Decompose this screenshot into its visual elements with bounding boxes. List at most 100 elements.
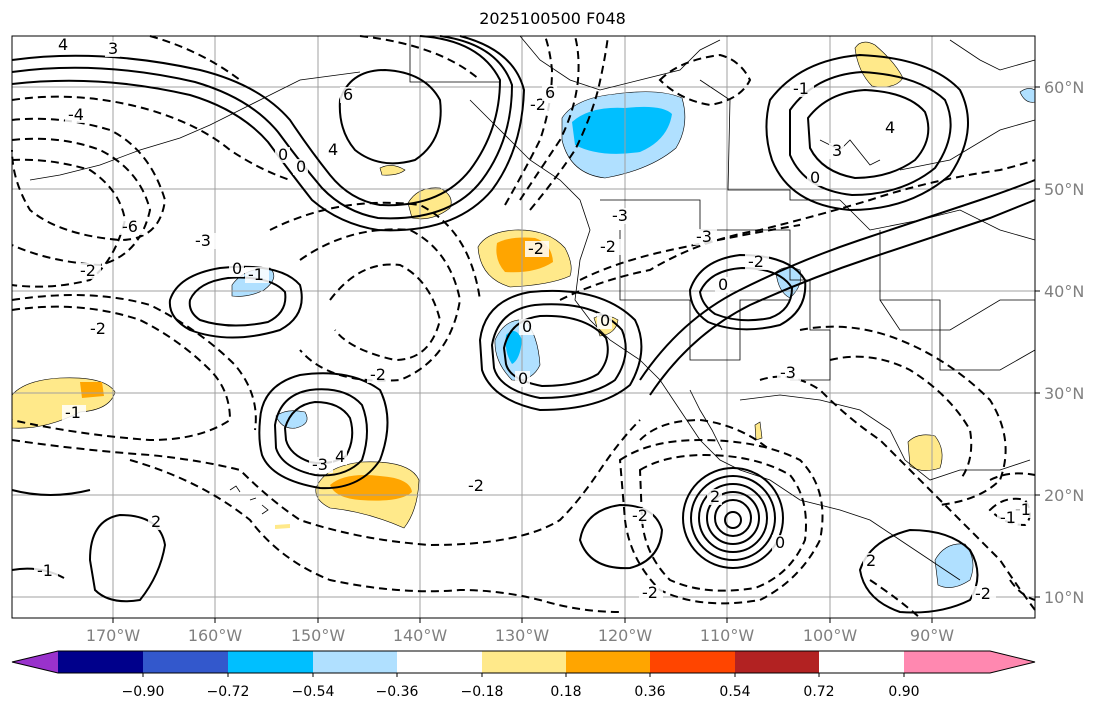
colorbar-tick-label: −0.54 xyxy=(291,684,335,700)
contour-label-bg xyxy=(192,233,216,249)
contour-label-bg xyxy=(34,563,58,579)
contour-label: -3 xyxy=(195,231,211,250)
contour-label-bg xyxy=(829,143,844,159)
contour-label-bg xyxy=(325,142,340,158)
contour-label: 4 xyxy=(885,118,895,137)
contour-label-bg xyxy=(745,254,769,270)
contour-label: 2 xyxy=(151,512,161,531)
contour-label-bg xyxy=(790,81,814,97)
contour-label: -1 xyxy=(248,265,264,284)
colorbar-tick-label: 0.90 xyxy=(888,684,920,700)
longitude-label: 150°W xyxy=(290,626,346,645)
colorbar-tick-label: −0.90 xyxy=(121,684,165,700)
contour-label-bg xyxy=(542,85,557,101)
contour-label-bg xyxy=(87,321,111,337)
latitude-label: 30°N xyxy=(1044,384,1085,403)
negative-shading-core xyxy=(505,331,522,364)
colorbar-swatch xyxy=(58,651,143,673)
contour-label-bg xyxy=(65,107,89,123)
contour-label-bg xyxy=(639,585,663,601)
longitude-label: 160°W xyxy=(187,626,243,645)
colorbar-swatch xyxy=(397,651,482,673)
contour-label: -3 xyxy=(696,227,712,246)
contour-label-bg xyxy=(293,159,308,175)
colorbar-swatch xyxy=(313,651,397,673)
contour-label: 3 xyxy=(108,39,118,58)
contour-label: -3 xyxy=(312,455,328,474)
colorbar-swatch xyxy=(482,651,566,673)
negative-shading-area xyxy=(275,410,308,429)
contour-label-bg xyxy=(597,313,612,329)
low-pressure-rings xyxy=(682,467,784,569)
contour-label: -2 xyxy=(530,95,546,114)
colorbar-swatch xyxy=(228,651,313,673)
contour-label-bg xyxy=(55,37,70,53)
contour-label-bg xyxy=(525,241,549,257)
longitude-label: 130°W xyxy=(494,626,550,645)
colorbar-tick-label: 0.72 xyxy=(803,684,835,700)
contour-label: 0 xyxy=(775,533,785,552)
latitude-label: 10°N xyxy=(1044,588,1085,607)
contour-label-bg xyxy=(340,87,355,103)
contour-label: 0 xyxy=(232,259,242,278)
contour-label: -1 xyxy=(65,403,81,422)
contour-label: 4 xyxy=(58,35,68,54)
contour-label-bg xyxy=(777,365,801,381)
contour-label-bg xyxy=(863,553,878,569)
contour-label: 2 xyxy=(710,487,720,506)
contour-label: -6 xyxy=(122,217,138,236)
latitude-label: 50°N xyxy=(1044,180,1085,199)
contour-label: -2 xyxy=(642,583,658,602)
contour-label-bg xyxy=(707,489,722,505)
contour-label: -2 xyxy=(468,476,484,495)
contour-label-bg xyxy=(597,239,621,255)
colorbar-outline xyxy=(11,650,1036,674)
contour-label-bg xyxy=(715,277,730,293)
contour-label-bg xyxy=(245,267,269,283)
contour-label: 0 xyxy=(278,145,288,164)
positive-shading-core xyxy=(330,475,412,501)
positive-shading-area xyxy=(754,421,763,441)
contour-label-bg xyxy=(309,457,333,473)
map-frame xyxy=(11,35,1036,619)
colorbar-right-extension xyxy=(990,651,1035,673)
contour-label: -2 xyxy=(975,584,991,603)
latitude-label: 20°N xyxy=(1044,486,1085,505)
contour-label: 0 xyxy=(718,275,728,294)
positive-shading-core xyxy=(80,382,104,398)
colorbar-swatch xyxy=(650,651,735,673)
contour-label-bg xyxy=(367,367,391,383)
longitude-label: 170°W xyxy=(85,626,141,645)
contour-label-bg xyxy=(807,170,822,186)
map-title: 2025100500 F048 xyxy=(479,9,626,28)
positive-shading-area xyxy=(275,524,290,529)
contour-label: 2 xyxy=(866,551,876,570)
contour-label-bg xyxy=(105,41,120,57)
contour-label: 0 xyxy=(522,317,532,336)
coastlines xyxy=(29,35,1036,581)
contour-label: -2 xyxy=(80,261,96,280)
contour-label: 3 xyxy=(832,141,842,160)
contour-label-bg xyxy=(972,586,996,602)
contour-label: 0 xyxy=(600,311,610,330)
axis-ticks xyxy=(112,86,1040,623)
contour-label-bg xyxy=(275,147,290,163)
contour-label-bg xyxy=(519,319,534,335)
contour-label-bg xyxy=(332,449,347,465)
contour-label-bg xyxy=(119,219,143,235)
positive-shading-area xyxy=(379,165,406,176)
contour-label: 6 xyxy=(545,83,555,102)
contour-label: -1 xyxy=(37,561,53,580)
longitude-label: 90°W xyxy=(909,626,955,645)
colorbar-tick-label: −0.72 xyxy=(206,684,250,700)
contour-label: -3 xyxy=(612,206,628,225)
contour-label: -2 xyxy=(90,319,106,338)
colorbar-swatch xyxy=(566,651,650,673)
colorbar-tick-label: −0.18 xyxy=(460,684,504,700)
colorbar-swatch xyxy=(904,651,990,673)
colorbar-tick-label: 0.54 xyxy=(719,684,751,700)
contour-label-bg xyxy=(465,478,489,494)
negative-shading-core xyxy=(572,106,672,154)
